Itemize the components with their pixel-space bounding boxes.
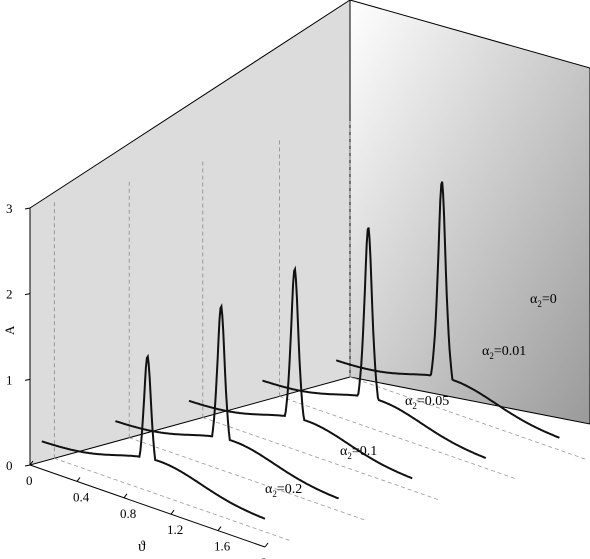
back-wall xyxy=(349,0,590,425)
x-tick-mark xyxy=(76,477,81,482)
series-group: α2=0.2 α2=0.1 α2=0.05 α2=0.01 α2=0 xyxy=(41,181,560,520)
x-tick-label: 2 xyxy=(261,555,268,559)
grid-line-floor xyxy=(202,417,438,500)
x-tick-label: 0 xyxy=(26,473,33,488)
x-tick-mark xyxy=(264,542,269,548)
y-tick-label: 3 xyxy=(6,201,13,216)
series-line-2 xyxy=(188,265,413,480)
x-tick-label: 0.8 xyxy=(120,506,136,521)
x-tick-mark xyxy=(170,509,175,515)
series-label-2: α2=0.05 xyxy=(405,394,449,411)
series-line-4 xyxy=(335,181,560,439)
x-tick-label: 1.6 xyxy=(214,539,231,554)
series-label-4: α2=0 xyxy=(530,292,557,309)
series-line-1 xyxy=(115,303,340,500)
axes xyxy=(29,208,266,548)
y-axis-label: A xyxy=(2,325,17,335)
series-label-0: α2=0.2 xyxy=(265,482,302,499)
series-label-1: α2=0.1 xyxy=(340,444,377,461)
y-tick-mark xyxy=(24,464,31,467)
x-tick-mark xyxy=(29,460,34,466)
y-tick-label: 2 xyxy=(6,287,13,302)
y-tick-label: 0 xyxy=(6,458,13,473)
x-tick-label: 1.2 xyxy=(167,522,183,537)
x-axis-line xyxy=(29,464,266,548)
y-tick-mark xyxy=(24,207,31,210)
grid-lines xyxy=(53,120,586,541)
y-tick-mark xyxy=(24,293,31,296)
series-label-3: α2=0.01 xyxy=(482,344,526,361)
x-tick-mark xyxy=(123,493,128,499)
x-tick-label: 0.4 xyxy=(73,489,90,504)
x-tick-mark xyxy=(217,526,222,531)
y-tick-mark xyxy=(24,378,31,381)
tick-labels: 0 0.4 0.8 1.2 1.6 2 0 1 2 3 xyxy=(6,201,269,559)
series-line-3 xyxy=(262,227,487,459)
series-line-0 xyxy=(41,353,266,520)
x-axis-label: ϑ xyxy=(138,539,146,555)
grid-line-floor xyxy=(129,437,365,521)
y-tick-label: 1 xyxy=(6,372,13,387)
